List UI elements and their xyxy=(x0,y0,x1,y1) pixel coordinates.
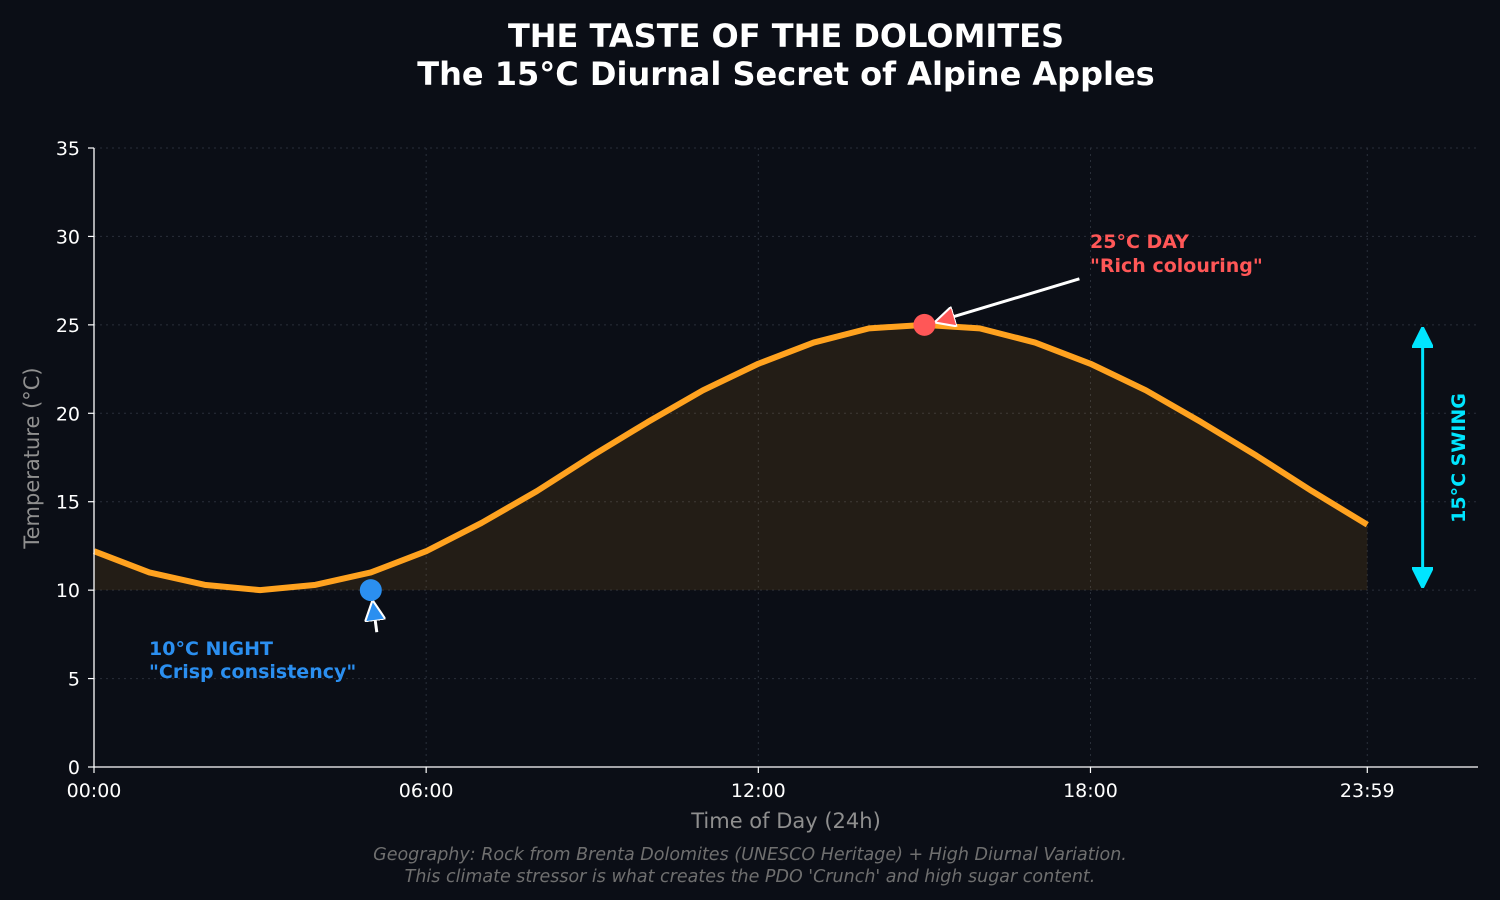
y-tick-label: 5 xyxy=(68,669,80,691)
plot-area xyxy=(92,321,1369,594)
y-tick-label: 15 xyxy=(56,492,80,514)
chart-subtitle: The 15°C Diurnal Secret of Alpine Apples xyxy=(417,55,1154,93)
x-tick-label: 18:00 xyxy=(1063,780,1118,802)
area-fill xyxy=(94,324,1368,591)
annotations: 10°C NIGHT "Crisp consistency" 25°C DAY … xyxy=(149,231,1470,683)
night-annotation-title: 10°C NIGHT xyxy=(149,638,273,660)
swing-label: 15°C SWING xyxy=(1448,393,1470,523)
y-tick-label: 30 xyxy=(56,226,80,248)
day-annotation-note: "Rich colouring" xyxy=(1090,255,1263,277)
tick-labels: 0 5 10 15 20 25 30 35 00:00 06:00 12:00 18:00 23:59 xyxy=(56,138,1395,802)
night-point xyxy=(359,579,382,602)
footnote-line-2: This climate stressor is what creates th… xyxy=(405,867,1096,887)
x-axis-label: Time of Day (24h) xyxy=(690,809,881,833)
x-tick-label: 12:00 xyxy=(731,780,786,802)
y-tick-label: 20 xyxy=(56,403,80,425)
night-arrow xyxy=(373,602,377,633)
day-point xyxy=(913,313,936,336)
chart-title: THE TASTE OF THE DOLOMITES xyxy=(508,17,1064,55)
day-arrow xyxy=(936,277,1080,322)
axes xyxy=(88,147,1478,773)
y-tick-label: 0 xyxy=(68,757,80,779)
y-tick-label: 10 xyxy=(56,580,80,602)
night-annotation-note: "Crisp consistency" xyxy=(149,661,356,683)
day-annotation-title: 25°C DAY xyxy=(1090,231,1189,253)
footnote-line-1: Geography: Rock from Brenta Dolomites (U… xyxy=(373,845,1127,865)
x-tick-label: 23:59 xyxy=(1340,780,1395,802)
x-tick-label: 00:00 xyxy=(67,780,122,802)
y-tick-label: 25 xyxy=(56,315,80,337)
grid xyxy=(94,147,1478,767)
series-line xyxy=(92,321,1369,594)
x-tick-label: 06:00 xyxy=(399,780,454,802)
y-axis-label: Temperature (°C) xyxy=(20,367,44,549)
y-tick-label: 35 xyxy=(56,138,80,160)
